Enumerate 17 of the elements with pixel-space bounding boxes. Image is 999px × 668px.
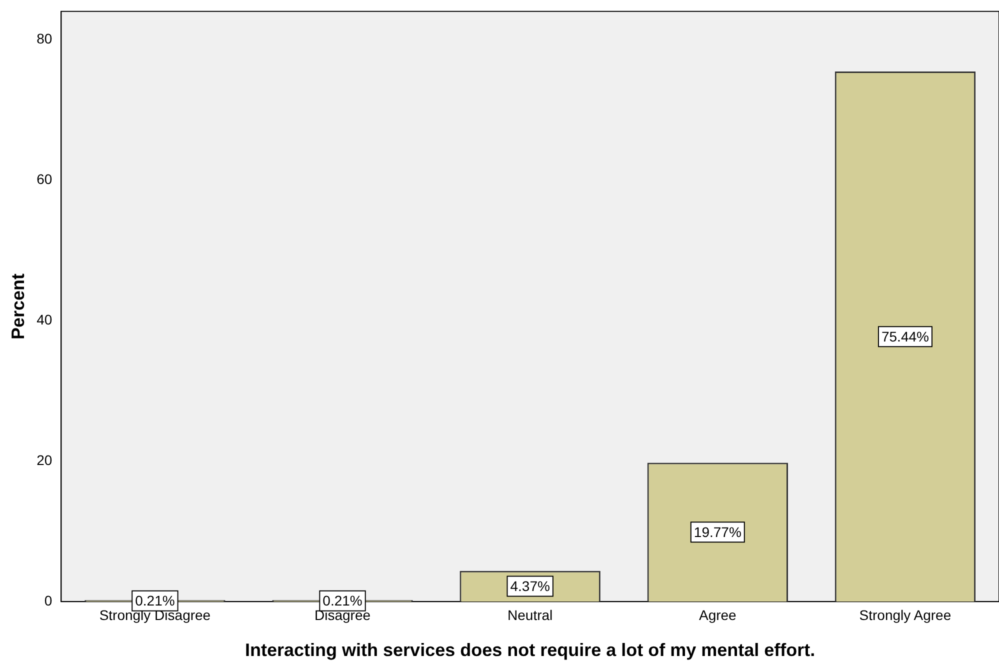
y-tick-label: 80	[36, 30, 52, 46]
x-axis-title: Interacting with services does not require a lot of my mental effort.	[245, 640, 816, 660]
x-tick-label: Strongly Disagree	[99, 606, 211, 623]
data-label: 19.77%	[694, 524, 742, 540]
y-tick-label: 20	[36, 452, 52, 468]
x-tick-label: Neutral	[508, 606, 553, 623]
data-label: 4.37%	[510, 578, 550, 594]
x-tick-label: Disagree	[314, 606, 371, 623]
y-tick-label: 0	[44, 592, 52, 608]
y-tick-label: 40	[36, 311, 52, 328]
y-tick-label: 60	[36, 170, 52, 187]
x-tick-label: Agree	[698, 606, 737, 623]
y-axis-title: Percent	[8, 273, 28, 340]
x-tick-label: Strongly Agree	[859, 606, 952, 623]
data-label: 0.21%	[322, 592, 362, 609]
data-label: 0.21%	[135, 592, 175, 609]
data-label: 75.44%	[881, 328, 929, 344]
